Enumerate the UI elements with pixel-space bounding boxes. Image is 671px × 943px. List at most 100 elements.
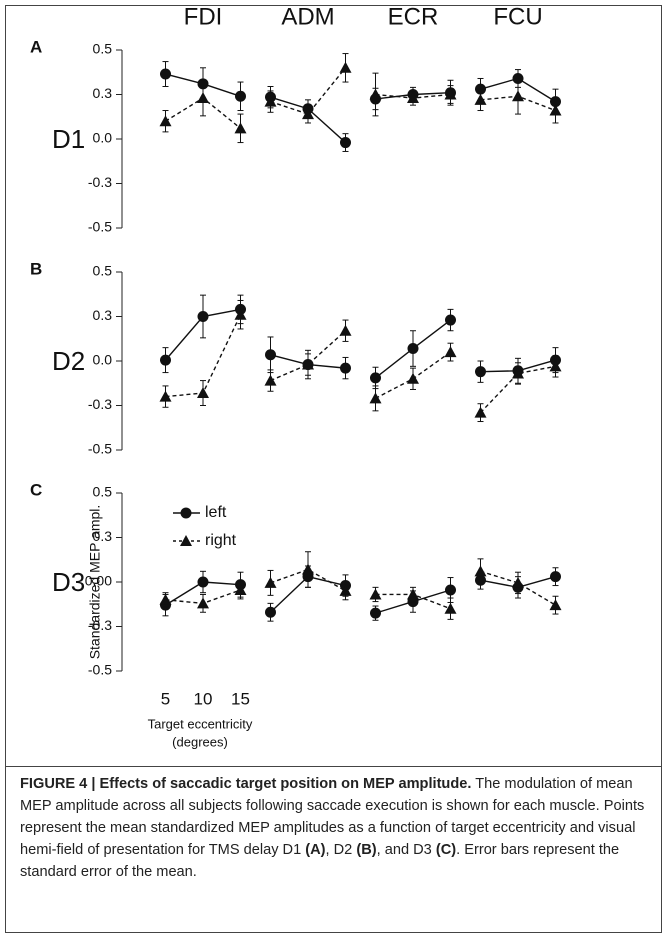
panel-letter: C: [30, 480, 42, 499]
y-tick-label: -0.3: [88, 396, 112, 412]
y-axis-label: Standardized MEP ampl.: [87, 505, 103, 660]
marker: [340, 137, 351, 149]
marker: [159, 115, 172, 127]
panel-letter: A: [30, 37, 42, 56]
marker: [407, 588, 419, 600]
panel-letter: B: [30, 259, 42, 278]
marker: [444, 346, 457, 358]
row-label: D2: [52, 346, 85, 376]
marker: [549, 599, 562, 611]
y-tick-label: -0.3: [88, 174, 112, 190]
y-tick-label: 0.5: [93, 41, 113, 57]
marker: [234, 584, 247, 596]
marker: [474, 406, 487, 418]
marker: [512, 367, 524, 379]
marker: [549, 360, 562, 372]
marker: [340, 362, 351, 374]
caption-text: (B): [356, 842, 377, 858]
marker: [302, 108, 314, 120]
marker: [339, 584, 352, 596]
y-tick-label: 0.0: [93, 130, 113, 146]
muscle-title: FDI: [184, 3, 223, 30]
marker: [235, 90, 246, 102]
muscle-title: ADM: [281, 3, 334, 30]
caption-text: FIGURE 4 | Effects of saccadic target po…: [20, 776, 472, 792]
marker: [369, 392, 382, 404]
marker: [370, 372, 381, 384]
marker: [512, 90, 524, 102]
row-label: D3: [52, 567, 85, 597]
marker: [265, 606, 276, 618]
marker: [160, 354, 171, 366]
y-tick-label: -0.5: [88, 441, 112, 457]
marker: [475, 366, 486, 378]
marker: [474, 565, 487, 577]
y-tick-label: 0.5: [93, 484, 113, 500]
marker: [234, 122, 247, 134]
figure: A D1 0.5 0.3 0.0 -0.3 -0.5 FDI ADM ECR FCU B D2 0.5 0.…: [30, 3, 562, 749]
x-tick-label: 10: [194, 689, 213, 708]
marker: [159, 390, 172, 402]
caption: FIGURE 4 | Effects of saccadic target po…: [20, 773, 652, 883]
series-line: [479, 365, 556, 414]
y-tick-label: 0.3: [93, 528, 113, 544]
marker: [264, 576, 277, 588]
marker: [302, 563, 314, 575]
caption-text: (C): [435, 842, 457, 858]
marker: [445, 584, 456, 596]
y-tick-label: 0.3: [93, 307, 113, 323]
figure-frame: [5, 5, 662, 933]
marker: [550, 571, 561, 583]
caption-text: . Error bars represent the standard erro…: [20, 842, 620, 880]
marker: [265, 349, 276, 361]
x-axis-label: (degrees): [172, 734, 228, 749]
marker: [549, 104, 562, 116]
marker: [369, 88, 382, 100]
x-tick-label: 5: [161, 689, 170, 708]
separator: [5, 766, 662, 767]
x-tick-label: 15: [231, 689, 250, 708]
caption-text: , D2: [325, 842, 357, 858]
marker: [444, 88, 457, 100]
y-tick-label: 0.5: [93, 263, 113, 279]
y-tick-label: 0.00: [85, 573, 112, 589]
marker: [160, 68, 171, 80]
marker: [302, 358, 314, 370]
muscle-title: FCU: [493, 3, 542, 30]
marker: [339, 61, 352, 73]
muscle-title: ECR: [388, 3, 439, 30]
marker: [407, 92, 419, 104]
marker: [159, 593, 172, 605]
marker: [197, 311, 209, 322]
y-tick-label: 0.3: [93, 85, 113, 101]
legend-label: right: [205, 532, 237, 549]
marker: [407, 343, 419, 355]
legend-marker: [180, 535, 192, 546]
caption-text: The modulation of mean MEP amplitude acr…: [20, 776, 645, 858]
y-tick-label: -0.5: [88, 662, 112, 678]
marker: [444, 602, 457, 614]
marker: [264, 95, 277, 107]
marker: [234, 308, 247, 320]
caption-text: (A): [305, 842, 326, 858]
y-tick-label: 0.0: [93, 352, 113, 368]
marker: [407, 372, 419, 384]
marker: [264, 374, 277, 386]
y-tick-label: -0.3: [88, 617, 112, 633]
marker: [197, 576, 209, 588]
series-line: [270, 67, 347, 115]
x-axis-label: Target eccentricity: [148, 716, 253, 731]
legend-marker: [180, 507, 192, 519]
marker: [197, 597, 209, 609]
marker: [197, 387, 209, 399]
marker: [339, 324, 352, 336]
row-label: D1: [52, 124, 85, 154]
y-tick-label: -0.5: [88, 219, 112, 235]
marker: [197, 92, 209, 104]
marker: [445, 314, 456, 326]
marker: [369, 588, 382, 600]
marker: [370, 607, 381, 619]
legend-label: left: [205, 504, 227, 521]
marker: [512, 576, 524, 588]
